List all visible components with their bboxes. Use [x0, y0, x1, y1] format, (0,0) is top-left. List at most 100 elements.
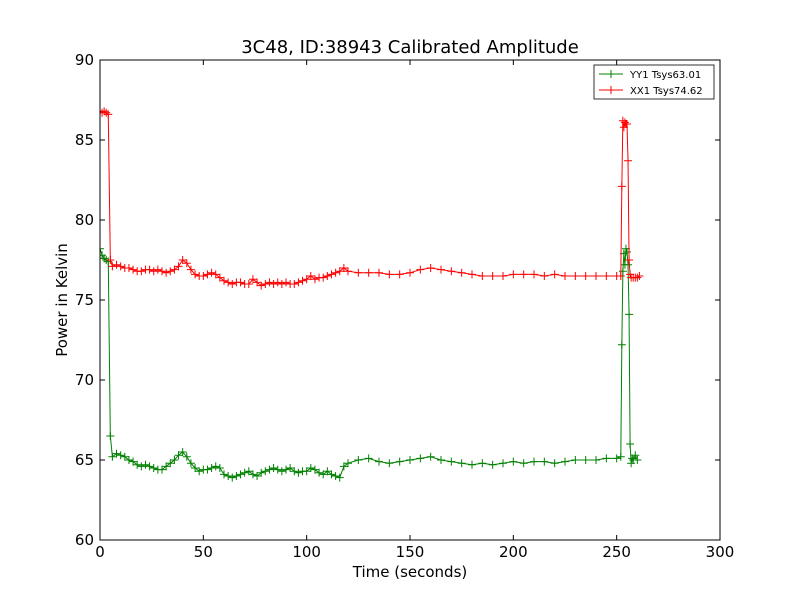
- data-point: [616, 272, 625, 280]
- data-point: [617, 182, 626, 191]
- data-point: [319, 273, 328, 282]
- data-point: [623, 248, 631, 256]
- data-point: [273, 278, 282, 287]
- data-point: [626, 440, 635, 448]
- data-point: [627, 459, 636, 468]
- data-point: [257, 281, 266, 290]
- data-point: [530, 457, 538, 466]
- data-point: [158, 267, 166, 276]
- legend-box: [593, 64, 715, 100]
- data-point: [228, 280, 237, 288]
- data-point: [331, 268, 340, 277]
- data-point: [310, 275, 319, 284]
- data-point: [286, 464, 295, 472]
- data-point: [306, 272, 315, 280]
- data-point: [149, 267, 158, 276]
- data-point: [199, 272, 208, 280]
- data-point: [633, 456, 642, 464]
- data-point: [624, 156, 633, 165]
- data-point: [106, 432, 115, 440]
- data-point: [186, 265, 195, 274]
- data-point: [335, 473, 344, 482]
- data-point: [612, 454, 621, 463]
- data-point: [211, 462, 220, 471]
- data-point: [571, 456, 580, 464]
- data-point: [265, 465, 274, 474]
- data-point: [100, 254, 109, 263]
- data-point: [282, 278, 290, 287]
- data-point: [499, 272, 507, 280]
- data-point: [124, 264, 133, 272]
- y-tick-label: 65: [75, 451, 94, 469]
- data-point: [339, 462, 348, 471]
- data-point: [129, 457, 138, 466]
- data-point: [323, 467, 332, 476]
- x-tick-label: 50: [194, 543, 213, 561]
- data-point: [244, 467, 253, 476]
- data-point: [178, 448, 187, 456]
- data-point: [129, 265, 138, 274]
- data-point: [416, 454, 425, 463]
- data-point: [112, 260, 121, 269]
- data-point: [478, 272, 487, 280]
- data-point: [162, 462, 171, 471]
- y-tick-label: 85: [75, 131, 94, 149]
- data-point: [385, 459, 394, 468]
- data-point: [457, 459, 466, 468]
- data-point: [395, 270, 404, 279]
- data-point: [248, 275, 257, 284]
- data-point: [162, 268, 171, 277]
- data-point: [530, 270, 538, 279]
- data-point: [220, 470, 228, 479]
- data-point: [124, 456, 133, 464]
- data-point: [620, 118, 629, 127]
- data-point: [327, 270, 336, 279]
- data-point: [253, 472, 262, 480]
- data-point: [364, 268, 373, 277]
- data-point: [468, 460, 476, 469]
- legend-marker-yy1: [607, 70, 615, 78]
- data-point: [364, 454, 373, 463]
- data-point: [220, 276, 228, 285]
- data-point: [100, 244, 104, 253]
- data-point: [290, 467, 299, 476]
- data-point: [240, 468, 249, 477]
- data-point: [228, 473, 237, 482]
- data-point: [145, 265, 154, 274]
- data-point: [277, 467, 286, 476]
- data-point: [406, 268, 414, 277]
- data-point: [447, 457, 456, 466]
- y-tick-label: 60: [75, 531, 94, 549]
- x-tick-label: 150: [396, 543, 425, 561]
- data-point: [248, 470, 257, 479]
- data-point: [581, 456, 590, 464]
- data-point: [625, 256, 634, 264]
- data-point: [354, 268, 363, 277]
- data-point: [310, 465, 319, 474]
- data-point: [236, 470, 245, 479]
- data-point: [215, 273, 224, 282]
- data-point: [625, 310, 634, 319]
- data-point: [302, 467, 311, 476]
- data-point: [236, 278, 245, 287]
- data-point: [488, 460, 497, 469]
- data-point: [166, 459, 175, 468]
- data-point: [550, 459, 559, 468]
- data-point: [191, 270, 200, 279]
- series-xx1: [100, 107, 644, 290]
- data-point: [253, 278, 262, 287]
- data-point: [426, 452, 435, 461]
- data-point: [224, 278, 233, 287]
- data-point: [540, 457, 549, 466]
- data-point: [602, 272, 611, 280]
- data-point: [331, 472, 340, 480]
- data-point: [635, 272, 644, 280]
- series-layer: [100, 107, 644, 482]
- legend-label-yy1: YY1 Tsys63.01: [629, 70, 701, 81]
- data-point: [108, 262, 117, 271]
- data-point: [592, 272, 600, 280]
- data-point: [302, 275, 311, 284]
- data-point: [137, 462, 146, 471]
- data-point: [339, 264, 348, 272]
